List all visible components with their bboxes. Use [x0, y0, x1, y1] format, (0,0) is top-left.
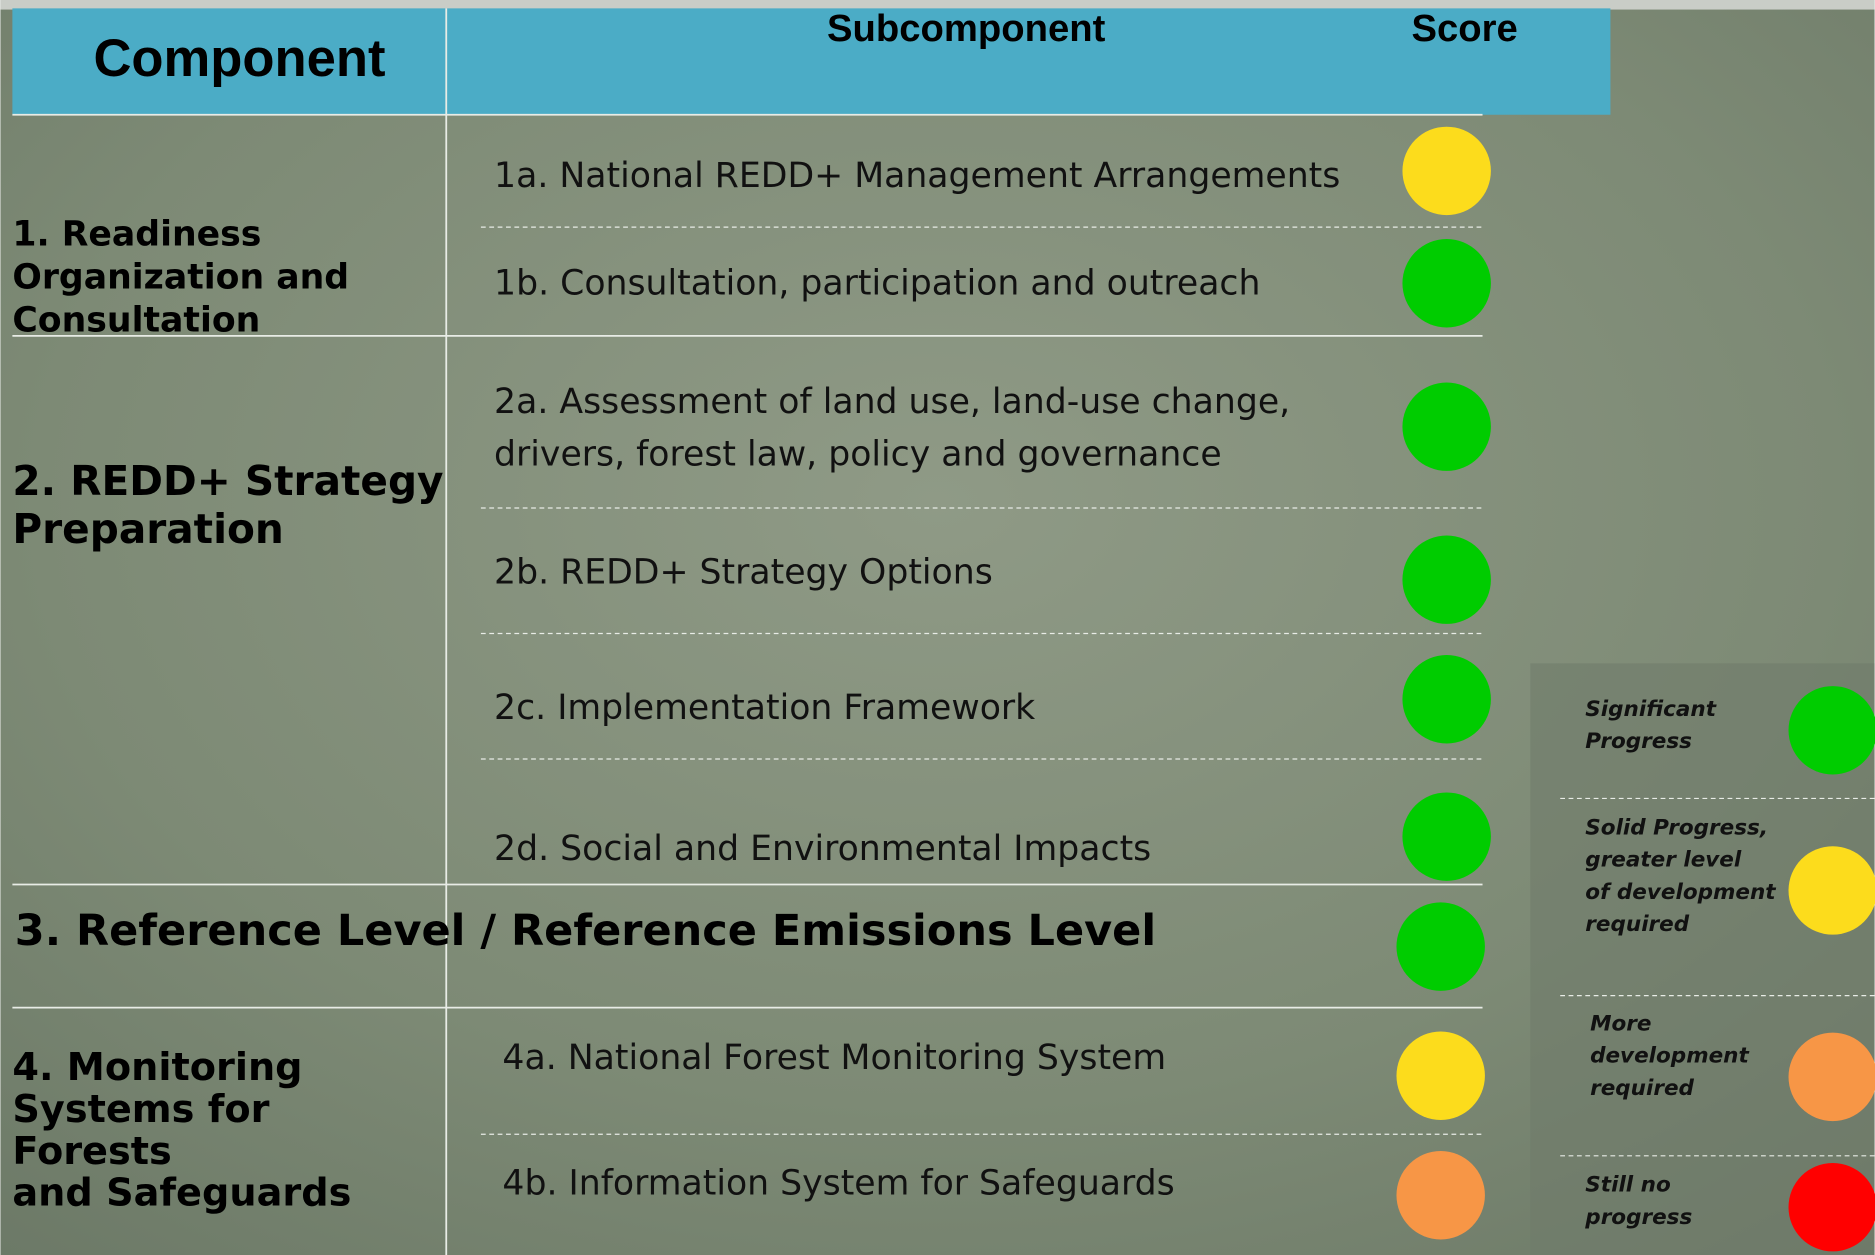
score-dot	[1402, 535, 1490, 623]
legend-dot	[1789, 686, 1875, 774]
legend-dot	[1789, 1163, 1875, 1251]
component-label: Systems for	[12, 1088, 269, 1132]
score-dot	[1402, 127, 1490, 215]
page: {"header": {"component": "Component", "s…	[0, 0, 1875, 1255]
component-label: Consultation	[12, 301, 260, 341]
subcomponent-label: 2d. Social and Environmental Impacts	[494, 829, 1151, 869]
component-label: and Safeguards	[12, 1172, 351, 1216]
legend-label: required	[1585, 912, 1689, 937]
legend-label: greater level	[1585, 848, 1742, 873]
header-score: Score	[1411, 7, 1517, 50]
component-label: Preparation	[12, 505, 283, 553]
component-label: 1. Readiness	[12, 214, 261, 254]
component-label: 3. Reference Level / Reference Emissions…	[15, 906, 1156, 956]
subcomponent-label: 4b. Information System for Safeguards	[502, 1163, 1174, 1203]
score-dot	[1402, 792, 1490, 880]
score-dot	[1402, 655, 1490, 743]
score-dot	[1402, 382, 1490, 470]
subcomponent-label: 1b. Consultation, participation and outr…	[494, 263, 1260, 303]
legend-label: Progress	[1585, 729, 1692, 754]
legend-label: Solid Progress,	[1585, 815, 1768, 840]
legend-label: Still no	[1585, 1173, 1670, 1198]
subcomponent-label: 2c. Implementation Framework	[494, 688, 1035, 728]
subcomponent-label: 4a. National Forest Monitoring System	[502, 1038, 1166, 1078]
legend-label: of development	[1585, 880, 1776, 905]
score-dot	[1396, 902, 1484, 990]
subcomponent-label: 2b. REDD+ Strategy Options	[494, 553, 993, 593]
score-dot	[1396, 1151, 1484, 1239]
legend-dot	[1789, 846, 1875, 934]
header-subcomponent: Subcomponent	[827, 7, 1106, 50]
legend-label: Significant	[1585, 697, 1716, 722]
legend-label: development	[1590, 1044, 1749, 1069]
score-dot	[1402, 239, 1490, 327]
subcomponent-label: 2a. Assessment of land use, land-use cha…	[494, 382, 1290, 422]
component-label: 4. Monitoring	[12, 1046, 302, 1090]
slide: Component Subcomponent Score 1. Readines…	[0, 0, 1875, 1255]
header-component: Component	[93, 29, 385, 88]
component-label: 2. REDD+ Strategy	[12, 457, 443, 505]
legend-label: required	[1590, 1076, 1694, 1101]
component-label: Organization and	[12, 257, 349, 297]
component-label: Forests	[12, 1130, 171, 1174]
legend-dot	[1789, 1033, 1875, 1121]
legend-label: progress	[1584, 1205, 1692, 1230]
score-dot	[1396, 1031, 1484, 1119]
subcomponent-label: drivers, forest law, policy and governan…	[494, 434, 1222, 474]
legend-label: More	[1590, 1011, 1651, 1036]
subcomponent-label: 1a. National REDD+ Management Arrangemen…	[494, 156, 1340, 196]
